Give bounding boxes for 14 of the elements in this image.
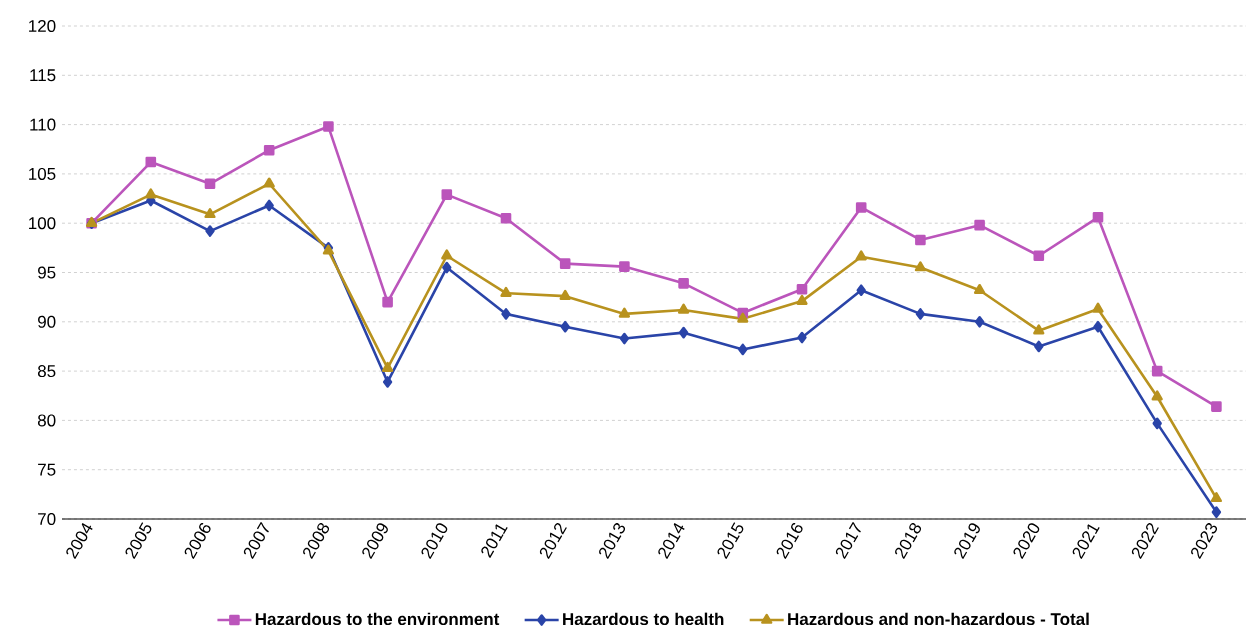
legend-label: Hazardous to health — [563, 612, 724, 626]
legend-label: Hazardous and non-hazardous - Total — [788, 612, 1089, 626]
y-tick-label: 80 — [37, 414, 56, 427]
y-tick-label: 115 — [30, 69, 56, 82]
legend-label: Hazardous to the environment — [255, 612, 500, 626]
y-tick-label: 105 — [29, 167, 56, 180]
y-tick-label: 85 — [37, 365, 56, 378]
y-tick-label: 75 — [38, 463, 56, 476]
y-tick-label: 100 — [29, 217, 56, 230]
y-tick-label: 95 — [38, 266, 56, 279]
y-tick-label: 90 — [38, 315, 56, 328]
y-tick-label: 110 — [30, 118, 56, 131]
y-tick-label: 120 — [29, 19, 56, 33]
y-tick-label: 70 — [38, 512, 56, 526]
